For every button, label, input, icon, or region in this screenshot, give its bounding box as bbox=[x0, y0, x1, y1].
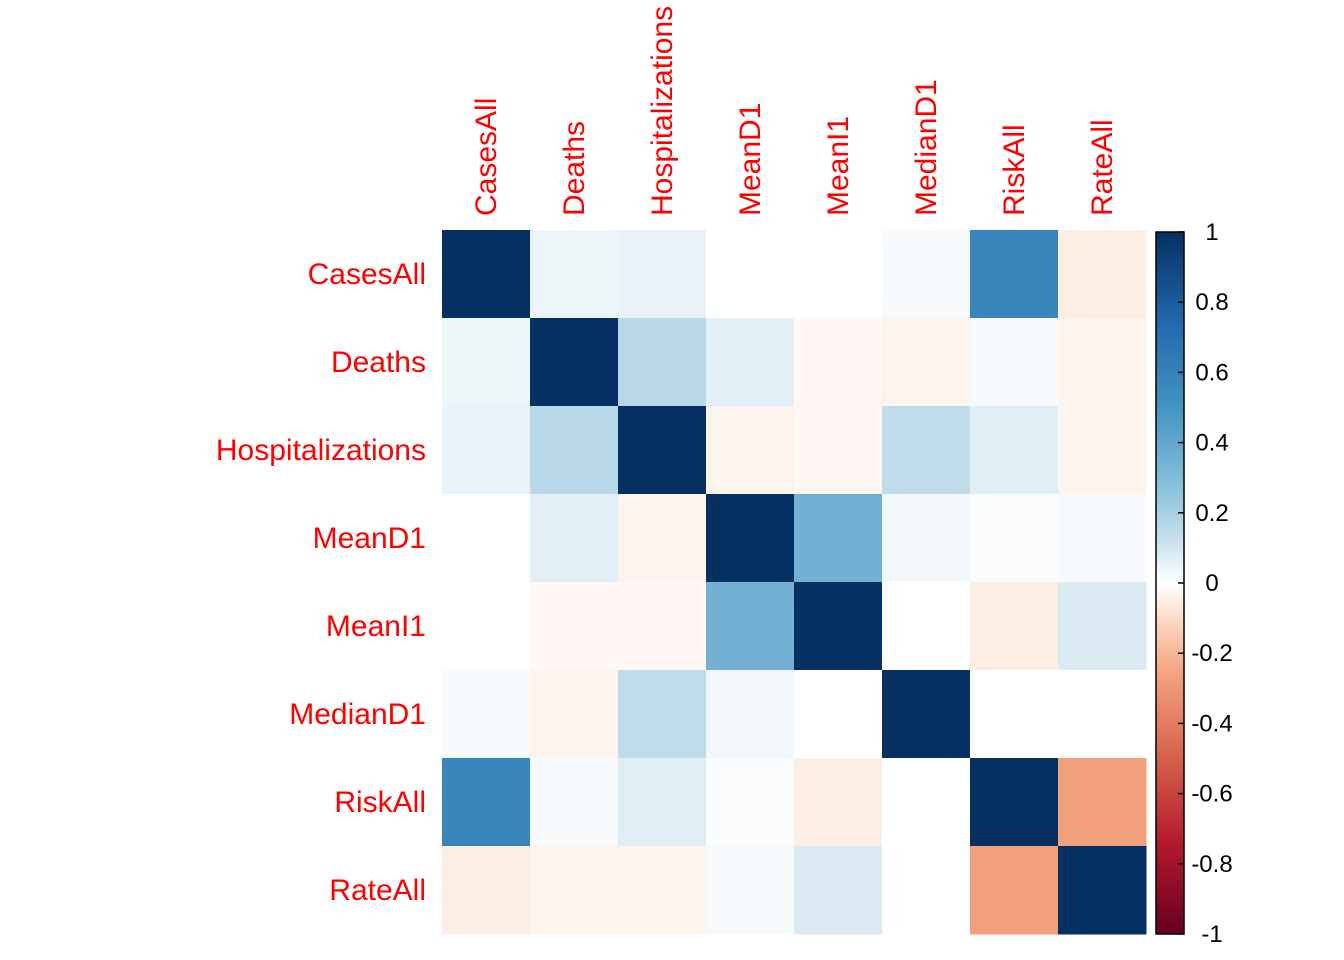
heatmap-cell-MedianD1-CasesAll bbox=[442, 670, 531, 759]
heatmap-cell-MeanD1-Deaths bbox=[530, 494, 619, 583]
heatmap-cell-Deaths-RiskAll bbox=[970, 318, 1059, 407]
heatmap-cell-MeanD1-MeanI1 bbox=[794, 494, 883, 583]
column-label-Deaths: Deaths bbox=[558, 121, 591, 216]
heatmap-cell-MeanD1-Hospitalizations bbox=[618, 494, 707, 583]
heatmap-cell-MedianD1-Deaths bbox=[530, 670, 619, 759]
heatmap-cell-RiskAll-MeanD1 bbox=[706, 758, 795, 847]
heatmap-cell-MeanI1-MedianD1 bbox=[882, 582, 971, 671]
heatmap-cell-MeanI1-Hospitalizations bbox=[618, 582, 707, 671]
heatmap-cell-MeanD1-MeanD1 bbox=[706, 494, 795, 583]
heatmap-cell-MeanD1-RateAll bbox=[1058, 494, 1147, 583]
row-label-Hospitalizations: Hospitalizations bbox=[216, 434, 426, 467]
heatmap-cell-Hospitalizations-Hospitalizations bbox=[618, 406, 707, 495]
heatmap-cell-Deaths-Hospitalizations bbox=[618, 318, 707, 407]
colorbar-tick-label: -0.4 bbox=[1191, 710, 1232, 737]
heatmap-cell-Deaths-MedianD1 bbox=[882, 318, 971, 407]
heatmap-cell-CasesAll-MeanD1 bbox=[706, 230, 795, 319]
row-label-MeanI1: MeanI1 bbox=[326, 610, 426, 643]
colorbar-tick-label: 1 bbox=[1205, 219, 1218, 246]
heatmap-cell-MeanD1-MedianD1 bbox=[882, 494, 971, 583]
heatmap-cell-MedianD1-MedianD1 bbox=[882, 670, 971, 759]
row-labels: CasesAll Deaths Hospitalizations MeanD1 Mean… bbox=[216, 258, 426, 907]
column-label-Hospitalizations: Hospitalizations bbox=[646, 6, 679, 216]
heatmap-cell-MeanD1-CasesAll bbox=[442, 494, 531, 583]
column-label-MeanD1: MeanD1 bbox=[734, 103, 767, 216]
heatmap-cell-RateAll-Deaths bbox=[530, 846, 619, 935]
colorbar-tick-label: -1 bbox=[1201, 921, 1222, 948]
heatmap-cells bbox=[442, 230, 1147, 935]
heatmap-cell-Hospitalizations-CasesAll bbox=[442, 406, 531, 495]
row-label-CasesAll: CasesAll bbox=[308, 258, 426, 291]
heatmap-cell-RateAll-MeanI1 bbox=[794, 846, 883, 935]
heatmap-cell-RateAll-MedianD1 bbox=[882, 846, 971, 935]
colorbar-tick-label: 0 bbox=[1205, 570, 1218, 597]
heatmap-cell-Hospitalizations-Deaths bbox=[530, 406, 619, 495]
heatmap-cell-RiskAll-MeanI1 bbox=[794, 758, 883, 847]
heatmap-cell-MedianD1-MeanD1 bbox=[706, 670, 795, 759]
heatmap-cell-MeanD1-RiskAll bbox=[970, 494, 1059, 583]
heatmap-cell-MedianD1-RateAll bbox=[1058, 670, 1147, 759]
heatmap-cell-RateAll-CasesAll bbox=[442, 846, 531, 935]
heatmap-cell-CasesAll-MedianD1 bbox=[882, 230, 971, 319]
heatmap-cell-MedianD1-RiskAll bbox=[970, 670, 1059, 759]
row-label-RateAll: RateAll bbox=[329, 874, 426, 907]
heatmap-cell-RateAll-MeanD1 bbox=[706, 846, 795, 935]
colorbar-tick-label: 0.2 bbox=[1195, 500, 1228, 527]
row-label-MeanD1: MeanD1 bbox=[313, 522, 426, 555]
colorbar-tick-label: 0.4 bbox=[1195, 430, 1228, 457]
heatmap-cell-Hospitalizations-MeanI1 bbox=[794, 406, 883, 495]
heatmap-cell-CasesAll-MeanI1 bbox=[794, 230, 883, 319]
colorbar-tick-label: -0.2 bbox=[1191, 640, 1232, 667]
column-label-CasesAll: CasesAll bbox=[470, 98, 503, 216]
heatmap-cell-CasesAll-Deaths bbox=[530, 230, 619, 319]
heatmap-cell-Deaths-RateAll bbox=[1058, 318, 1147, 407]
heatmap-cell-MedianD1-MeanI1 bbox=[794, 670, 883, 759]
heatmap-cell-MeanI1-MeanD1 bbox=[706, 582, 795, 671]
heatmap-cell-MeanI1-RateAll bbox=[1058, 582, 1147, 671]
heatmap-cell-RateAll-Hospitalizations bbox=[618, 846, 707, 935]
heatmap-cell-Deaths-CasesAll bbox=[442, 318, 531, 407]
heatmap-cell-RiskAll-Deaths bbox=[530, 758, 619, 847]
colorbar-tick-label: -0.8 bbox=[1191, 851, 1232, 878]
heatmap-cell-Deaths-Deaths bbox=[530, 318, 619, 407]
heatmap-cell-RiskAll-RateAll bbox=[1058, 758, 1147, 847]
heatmap-cell-Hospitalizations-MedianD1 bbox=[882, 406, 971, 495]
column-label-RateAll: RateAll bbox=[1086, 119, 1119, 216]
column-labels: CasesAll Deaths Hospitalizations MeanD1 Mean… bbox=[470, 6, 1119, 216]
heatmap-cell-Hospitalizations-RiskAll bbox=[970, 406, 1059, 495]
heatmap-cell-Deaths-MeanI1 bbox=[794, 318, 883, 407]
colorbar-legend: 1 0.8 0.6 0.4 0.2 0 -0.2 -0.4 -0.6 -0.8 -1 bbox=[1155, 219, 1233, 948]
heatmap-cell-MeanI1-MeanI1 bbox=[794, 582, 883, 671]
colorbar-tick-label: -0.6 bbox=[1191, 781, 1232, 808]
heatmap-cell-Hospitalizations-MeanD1 bbox=[706, 406, 795, 495]
heatmap-cell-CasesAll-RiskAll bbox=[970, 230, 1059, 319]
heatmap-cell-CasesAll-RateAll bbox=[1058, 230, 1147, 319]
column-label-RiskAll: RiskAll bbox=[998, 124, 1031, 216]
column-label-MeanI1: MeanI1 bbox=[822, 116, 855, 216]
row-label-Deaths: Deaths bbox=[331, 346, 426, 379]
heatmap-cell-RiskAll-CasesAll bbox=[442, 758, 531, 847]
heatmap-cell-Deaths-MeanD1 bbox=[706, 318, 795, 407]
heatmap-cell-RateAll-RateAll bbox=[1058, 846, 1147, 935]
heatmap-cell-MeanI1-RiskAll bbox=[970, 582, 1059, 671]
heatmap-cell-MeanI1-Deaths bbox=[530, 582, 619, 671]
heatmap-cell-Hospitalizations-RateAll bbox=[1058, 406, 1147, 495]
colorbar-ticks: 1 0.8 0.6 0.4 0.2 0 -0.2 -0.4 -0.6 -0.8 -1 bbox=[1178, 219, 1233, 948]
colorbar-tick-label: 0.6 bbox=[1195, 359, 1228, 386]
heatmap-cell-CasesAll-Hospitalizations bbox=[618, 230, 707, 319]
heatmap-cell-RiskAll-MedianD1 bbox=[882, 758, 971, 847]
heatmap-cell-RateAll-RiskAll bbox=[970, 846, 1059, 935]
column-label-MedianD1: MedianD1 bbox=[910, 79, 943, 216]
row-label-RiskAll: RiskAll bbox=[334, 786, 426, 819]
heatmap-cell-MedianD1-Hospitalizations bbox=[618, 670, 707, 759]
heatmap-cell-RiskAll-Hospitalizations bbox=[618, 758, 707, 847]
heatmap-cell-MeanI1-CasesAll bbox=[442, 582, 531, 671]
heatmap-cell-RiskAll-RiskAll bbox=[970, 758, 1059, 847]
row-label-MedianD1: MedianD1 bbox=[289, 698, 426, 731]
heatmap-cell-CasesAll-CasesAll bbox=[442, 230, 531, 319]
colorbar-tick-label: 0.8 bbox=[1195, 289, 1228, 316]
